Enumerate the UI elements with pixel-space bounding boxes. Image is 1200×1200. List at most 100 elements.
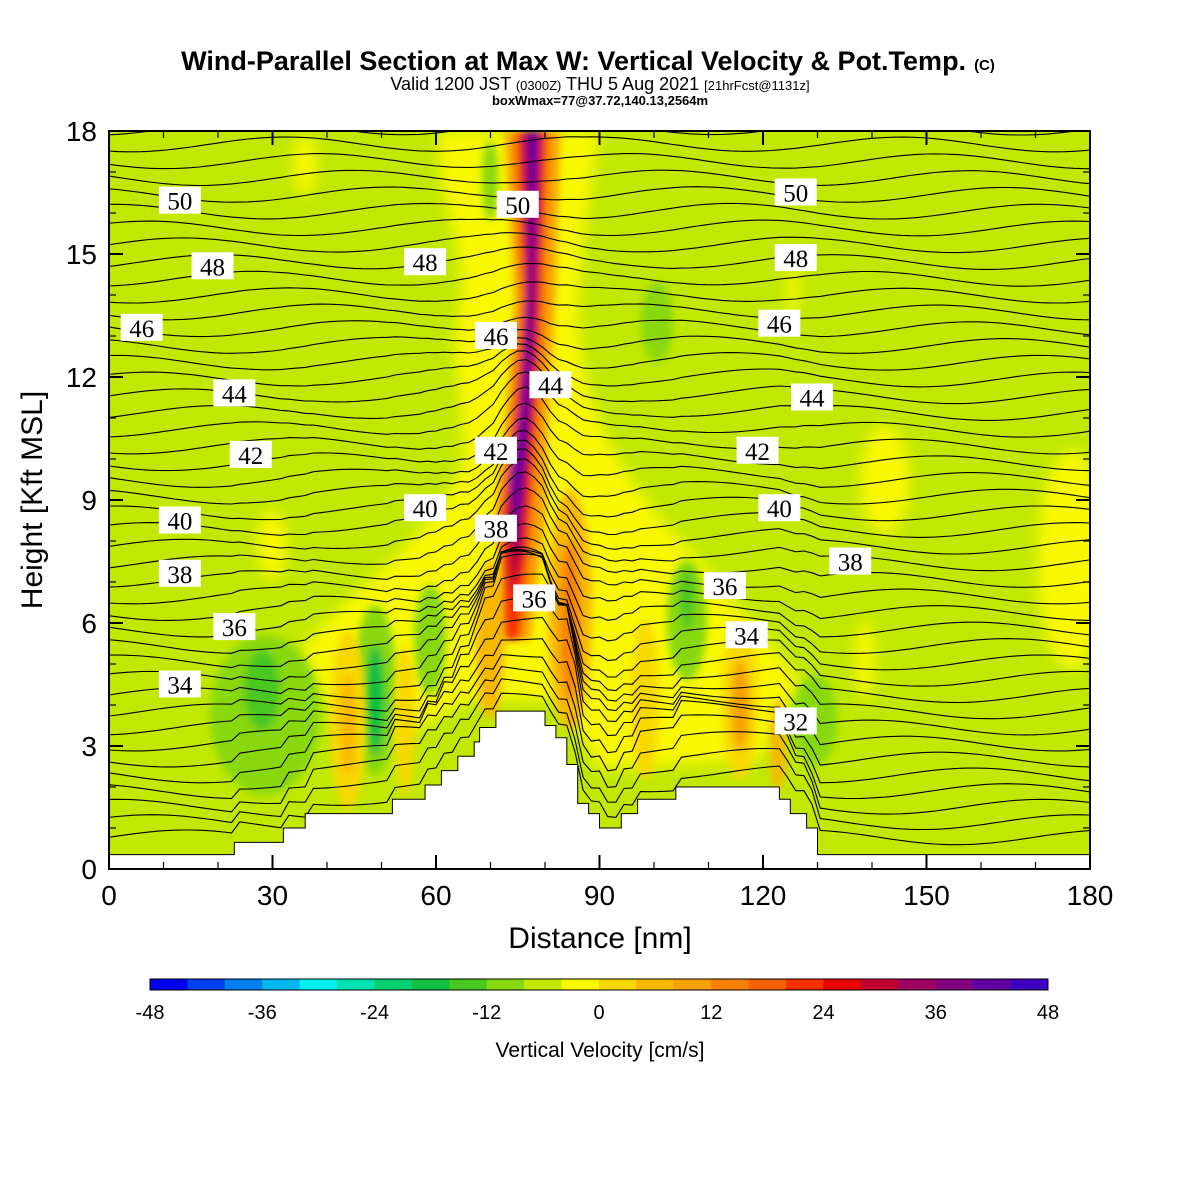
contour-label-text: 46: [767, 312, 792, 339]
theta-contour-line: [109, 281, 1090, 304]
colorbar-swatch: [935, 979, 974, 990]
updraft-column: [395, 645, 415, 795]
contour-label: 42: [229, 440, 272, 470]
contour-label: 48: [774, 244, 817, 273]
colorbar-swatch: [150, 979, 188, 990]
subtitle-fcst: [21hrFcst@1131z]: [704, 78, 809, 93]
theta-contour-line: [109, 553, 1090, 720]
downdraft-band: [244, 650, 280, 730]
colorbar-swatch: [748, 979, 787, 990]
contour-label-text: 46: [129, 316, 154, 343]
theta-contour-line: [109, 638, 1090, 784]
y-tick-label: 6: [81, 608, 97, 639]
colorbar-swatch: [1010, 979, 1049, 990]
downdraft-band: [641, 282, 673, 362]
colorbar-swatch: [599, 979, 637, 990]
velocity-blob: [860, 425, 910, 535]
theta-contour-line: [109, 359, 1090, 421]
contour-label-text: 40: [767, 496, 792, 523]
theta-contour-line: [109, 692, 1090, 846]
downdraft-band: [365, 645, 385, 755]
theta-contour-line: [109, 337, 1090, 371]
contour-label: 38: [829, 547, 872, 577]
contour-label-text: 50: [167, 189, 192, 216]
colorbar-swatch: [449, 979, 488, 990]
contour-label-text: 42: [238, 443, 263, 470]
theta-contour-line: [109, 246, 1090, 270]
x-axis-label: Distance [nm]: [508, 922, 691, 955]
colorbar-swatch: [711, 979, 749, 990]
velocity-blob: [787, 260, 799, 320]
y-axis-label: Height [Kft MSL]: [16, 391, 49, 609]
terrain: [109, 710, 1090, 869]
updraft-column: [340, 675, 356, 775]
contour-label: 44: [529, 371, 572, 400]
contour-labels: 50 50 50 48 48 48 46 46 46 44 44 44 42 42 42 40 40 40 38 38…: [120, 178, 872, 736]
colorbar-swatch: [561, 979, 600, 990]
contour-label-text: 38: [167, 562, 192, 589]
contour-label-text: 50: [783, 181, 808, 208]
theta-contour-line: [109, 594, 1090, 752]
theta-contour-line: [109, 537, 1090, 638]
contour-label: 44: [213, 379, 256, 408]
theta-contour-line: [109, 169, 1090, 187]
theta-contour-line: [109, 550, 1090, 671]
y-tick-label: 18: [66, 116, 97, 147]
contour-label-text: 36: [522, 586, 547, 613]
theta-contour-line: [109, 386, 1090, 455]
x-tick-label: 0: [101, 880, 117, 911]
contour-label-text: 38: [483, 517, 508, 544]
contour-label-text: 44: [538, 373, 564, 400]
contour-label-text: 34: [734, 623, 760, 650]
title-mark: (C): [974, 57, 995, 74]
downdraft-band: [482, 140, 498, 220]
theta-contour-line: [109, 616, 1090, 768]
colorbar-swatch: [486, 979, 525, 990]
contour-label: 40: [404, 494, 447, 523]
plot-area: [109, 131, 1090, 869]
contour-label-text: 42: [483, 439, 508, 466]
colorbar-swatch: [636, 979, 675, 990]
x-axis: 0 30 60 90 120 150 180: [101, 131, 1113, 911]
x-tick-label: 90: [584, 880, 615, 911]
colorbar-tick-label: 24: [812, 1002, 834, 1024]
colorbar-tick-label: 12: [700, 1002, 722, 1024]
contour-label-text: 42: [745, 439, 770, 466]
velocity-blob: [257, 510, 287, 580]
theta-contour-line: [109, 653, 1090, 800]
contour-label: 36: [703, 572, 746, 601]
contour-label: 46: [758, 309, 801, 339]
core-purple: [510, 131, 538, 560]
theta-contour-line: [109, 548, 1090, 704]
theta-contour-line: [109, 550, 1090, 687]
velocity-blob: [855, 620, 875, 700]
theta-contours: [109, 131, 1090, 846]
x-tick-label: 180: [1067, 880, 1114, 911]
contour-label-text: 44: [800, 386, 826, 413]
colorbar-tick-label: -36: [248, 1002, 277, 1024]
theta-contour-line: [109, 417, 1090, 488]
chart-subtitle: Valid 1200 JST (0300Z) THU 5 Aug 2021 [2…: [390, 74, 809, 94]
x-tick-label: 30: [257, 880, 288, 911]
colorbar-swatch: [524, 979, 562, 990]
contour-label: 42: [474, 436, 517, 466]
y-tick-label: 15: [66, 239, 97, 270]
contour-label-text: 48: [413, 250, 438, 277]
theta-contour-line: [109, 153, 1090, 170]
contour-label-text: 34: [167, 673, 193, 700]
theta-contour-line: [109, 666, 1090, 815]
colorbar-swatch: [299, 979, 338, 990]
colorbar-swatch: [337, 979, 375, 990]
contour-label: 38: [474, 514, 517, 544]
colorbar-swatch: [823, 979, 862, 990]
downdraft-band: [680, 570, 694, 630]
colorbar-swatch: [673, 979, 712, 990]
contour-label: 32: [774, 707, 817, 736]
theta-contour-line: [109, 371, 1090, 438]
x-tick-label: 150: [903, 880, 950, 911]
theta-contour-line: [109, 522, 1090, 621]
y-tick-label: 3: [81, 731, 97, 762]
colorbar-swatch: [898, 979, 937, 990]
colorbar-swatch: [411, 979, 450, 990]
colorbar-swatch: [262, 979, 300, 990]
